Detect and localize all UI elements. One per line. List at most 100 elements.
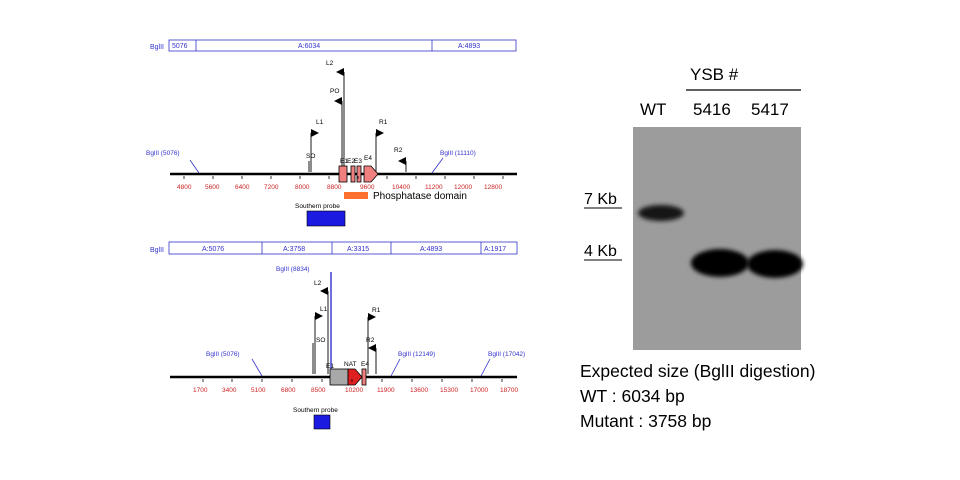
wt-site-bglii-11110: BglII (11110) [440, 150, 476, 157]
gel-group-label: YSB # [690, 65, 739, 84]
gel-lane-5416: 5416 [693, 100, 731, 119]
gel-lane-wt: WT [640, 100, 666, 119]
notes-line-wt: WT : 6034 bp [580, 386, 685, 406]
svg-text:L2: L2 [326, 60, 334, 67]
mut-site-bglii-17042: BglII (17042) [488, 351, 525, 358]
mut-site-bglii-8834: BglII (8834) [276, 266, 310, 273]
wt-segment-cell-1: 5076 [172, 43, 188, 50]
mut-site-bglii-5076: BglII (5076) [206, 351, 240, 358]
mut-exon-label-e1: E1 [326, 363, 334, 370]
mut-primer-r1: R1 [367, 307, 381, 374]
wt-exon-e4 [363, 165, 379, 183]
gel-band-5416 [691, 249, 749, 277]
wt-exon-label-e2: E2 [347, 158, 355, 165]
svg-text:L1: L1 [316, 119, 324, 126]
svg-text:6800: 6800 [281, 387, 296, 394]
svg-text:8500: 8500 [311, 387, 326, 394]
mut-southern-probe [313, 414, 331, 430]
mutant-segment-bar: BglII A:5076 A:3758 A:3315 A:4893 A:1917 [150, 241, 518, 255]
gel-band-wt [638, 205, 684, 221]
mut-segment-frame [168, 241, 518, 255]
svg-text:9600: 9600 [360, 184, 375, 191]
svg-text:R2: R2 [394, 147, 403, 154]
svg-text:PO: PO [330, 88, 339, 95]
svg-text:L2: L2 [314, 280, 322, 287]
wt-exon-e1 [338, 165, 348, 183]
svg-text:A:3758: A:3758 [283, 246, 305, 253]
mut-probe-label: Southern probe [293, 407, 338, 414]
mut-nat-marker [347, 368, 363, 386]
wt-primer-l2: L2 [326, 60, 345, 172]
wt-segment-cell-2: A:6034 [298, 43, 320, 50]
svg-text:8800: 8800 [327, 184, 342, 191]
svg-text:SO: SO [316, 337, 325, 344]
notes-line-mutant: Mutant : 3758 bp [580, 411, 711, 431]
wt-segment-left-label: BglII [150, 44, 164, 51]
wt-segment-bar: BglII 5076 A:6034 A:4893 [150, 39, 517, 52]
svg-text:R1: R1 [379, 119, 388, 126]
gel-membrane [633, 127, 801, 350]
wt-primer-so: SO [306, 153, 315, 172]
svg-text:A:3315: A:3315 [347, 246, 369, 253]
wt-site-bglii-5076: BglII (5076) [146, 150, 180, 157]
svg-text:12000: 12000 [454, 184, 472, 191]
svg-text:1700: 1700 [193, 387, 208, 394]
mut-site-bglii-12149: BglII (12149) [398, 351, 435, 358]
wt-exon-label-e1: E1 [340, 158, 348, 165]
svg-text:R1: R1 [372, 307, 381, 314]
svg-text:11200: 11200 [425, 184, 443, 191]
svg-text:A:5076: A:5076 [202, 246, 224, 253]
mut-primer-l1: L1 [314, 306, 328, 374]
wt-segment-cell-3: A:4893 [458, 43, 480, 50]
mut-axis-tick-labels: 1700 3400 5100 6800 8500 10200 11900 136… [193, 387, 518, 394]
svg-text:7200: 7200 [264, 184, 279, 191]
mut-segment-left-label: BglII [150, 247, 164, 254]
wt-primer-po: PO [330, 88, 343, 172]
svg-text:L1: L1 [320, 306, 328, 313]
svg-text:13600: 13600 [410, 387, 428, 394]
svg-text:18700: 18700 [500, 387, 518, 394]
mut-exon-label-e4: E4 [361, 361, 369, 368]
svg-text:5600: 5600 [205, 184, 220, 191]
southern-blot: YSB # WT 5416 5417 7 Kb 4 Kb [584, 65, 803, 350]
svg-text:3400: 3400 [222, 387, 237, 394]
wt-axis-tick-labels: 4800 5600 6400 7200 8000 8800 9600 10400… [177, 184, 502, 191]
wt-exon-label-e3: E3 [354, 158, 362, 165]
marker-7kb: 7 Kb [584, 191, 617, 208]
wt-primer-r2: R2 [394, 147, 407, 172]
mutant-map: BglII A:5076 A:3758 A:3315 A:4893 A:1917… [150, 241, 525, 430]
wt-phosphatase-domain-label: Phosphatase domain [373, 191, 467, 202]
wt-primer-l1: L1 [310, 119, 324, 172]
notes-title: Expected size (BglII digestion) [580, 361, 815, 381]
wt-southern-probe [306, 210, 346, 227]
wt-exon-e3 [356, 165, 362, 183]
svg-text:11900: 11900 [377, 387, 395, 394]
svg-text:10200: 10200 [345, 387, 363, 394]
mut-primer-l2: L2 [314, 280, 329, 374]
wt-map: BglII 5076 A:6034 A:4893 BglII (5076) Bg… [146, 39, 517, 227]
expected-size-notes: Expected size (BglII digestion) WT : 603… [580, 361, 815, 431]
wt-exon-label-e4: E4 [364, 155, 372, 162]
svg-text:17000: 17000 [470, 387, 488, 394]
wt-primer-r1: R1 [375, 119, 388, 172]
svg-text:5100: 5100 [251, 387, 266, 394]
svg-text:12800: 12800 [484, 184, 502, 191]
mut-primer-r2: R2 [366, 337, 377, 374]
wt-probe-label: Southern probe [295, 203, 340, 210]
mut-exon-e4 [361, 368, 367, 386]
svg-text:8000: 8000 [295, 184, 310, 191]
svg-text:R2: R2 [366, 337, 375, 344]
gel-band-5417 [747, 250, 803, 278]
svg-text:10400: 10400 [392, 184, 410, 191]
svg-text:SO: SO [306, 153, 315, 160]
wt-phosphatase-domain-bar [344, 192, 368, 199]
mut-primer-so: SO [312, 337, 325, 374]
svg-text:A:4893: A:4893 [420, 246, 442, 253]
mut-exon-e1 [329, 368, 349, 386]
marker-4kb: 4 Kb [584, 243, 617, 260]
gel-lane-5417: 5417 [751, 100, 789, 119]
svg-text:6400: 6400 [235, 184, 250, 191]
svg-text:4800: 4800 [177, 184, 192, 191]
svg-text:15300: 15300 [440, 387, 458, 394]
